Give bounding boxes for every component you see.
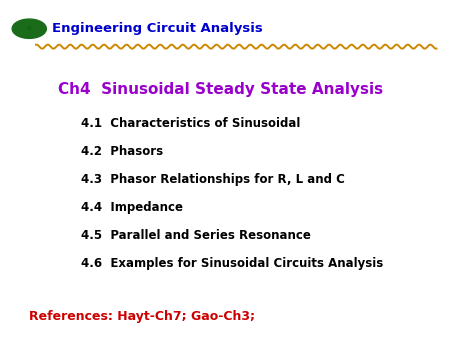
Text: 4.4  Impedance: 4.4 Impedance xyxy=(81,201,183,214)
Text: 4.3  Phasor Relationships for R, L and C: 4.3 Phasor Relationships for R, L and C xyxy=(81,173,345,186)
Ellipse shape xyxy=(18,23,40,35)
Text: ⚙: ⚙ xyxy=(27,26,32,31)
Ellipse shape xyxy=(22,25,36,33)
Text: 4.6  Examples for Sinusoidal Circuits Analysis: 4.6 Examples for Sinusoidal Circuits Ana… xyxy=(81,257,383,270)
Text: Engineering Circuit Analysis: Engineering Circuit Analysis xyxy=(52,22,262,35)
Ellipse shape xyxy=(15,21,44,37)
Text: 4.2  Phasors: 4.2 Phasors xyxy=(81,145,163,158)
Text: 4.1  Characteristics of Sinusoidal: 4.1 Characteristics of Sinusoidal xyxy=(81,117,301,130)
Ellipse shape xyxy=(26,27,33,31)
Text: Ch4  Sinusoidal Steady State Analysis: Ch4 Sinusoidal Steady State Analysis xyxy=(58,82,383,97)
Text: References: Hayt-Ch7; Gao-Ch3;: References: Hayt-Ch7; Gao-Ch3; xyxy=(29,310,255,322)
Text: 4.5  Parallel and Series Resonance: 4.5 Parallel and Series Resonance xyxy=(81,229,311,242)
Ellipse shape xyxy=(12,19,46,39)
